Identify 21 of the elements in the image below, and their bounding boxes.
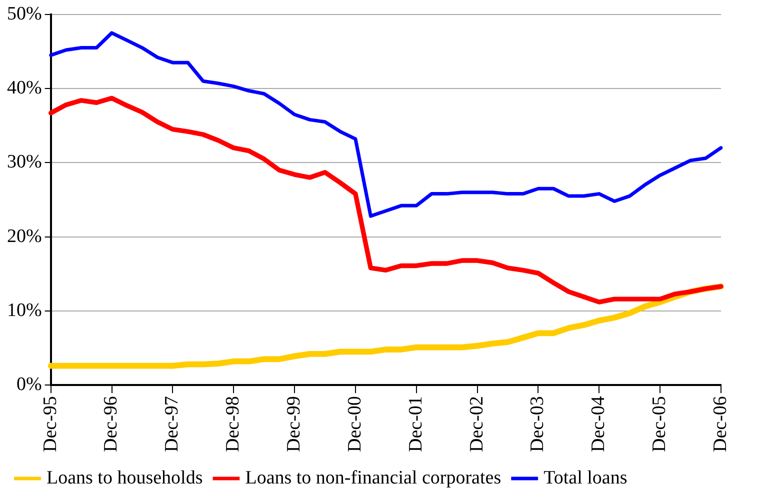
x-tick-label: Dec-96 xyxy=(100,396,122,452)
y-tick-label: 0% xyxy=(16,374,42,396)
y-tick-label: 30% xyxy=(7,152,42,173)
y-tick-label: 20% xyxy=(7,226,42,247)
x-tick-label: Dec-06 xyxy=(710,396,731,452)
x-tick-label: Dec-95 xyxy=(40,396,61,452)
x-tick-label: Dec-05 xyxy=(649,396,670,452)
x-tick-label: Dec-03 xyxy=(527,396,548,452)
y-tick-label: 10% xyxy=(7,300,42,321)
legend-label: Total loans xyxy=(544,467,628,488)
y-tick-label: 50% xyxy=(7,3,42,24)
x-tick-label: Dec-99 xyxy=(284,396,305,452)
legend-label: Loans to non-financial corporates xyxy=(245,467,502,488)
legend-label: Loans to households xyxy=(46,467,203,488)
y-tick-label: 40% xyxy=(7,78,42,99)
x-tick-label: Dec-04 xyxy=(588,396,610,452)
x-tick-label: Dec-00 xyxy=(344,396,366,452)
x-tick-label: Dec-98 xyxy=(222,396,244,452)
x-tick-label: Dec-01 xyxy=(405,396,426,452)
x-tick-label: Dec-97 xyxy=(162,396,183,452)
x-tick-label: Dec-02 xyxy=(466,396,488,452)
